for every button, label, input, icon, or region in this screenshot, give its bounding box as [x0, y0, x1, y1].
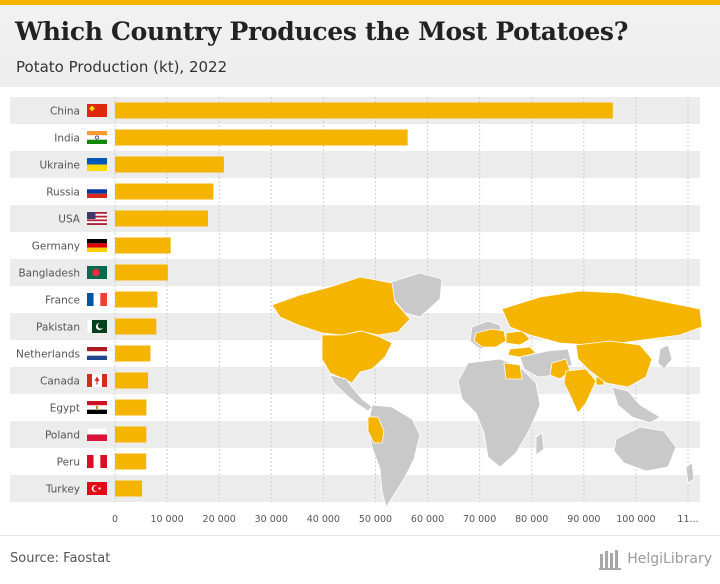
- bar: [115, 264, 168, 281]
- flag-ukraine-icon: [87, 158, 107, 171]
- bar: [115, 318, 157, 335]
- x-tick-label: 70 000: [463, 514, 496, 525]
- bar: [115, 156, 224, 173]
- x-tick-label: 50 000: [359, 514, 392, 525]
- bar: [115, 399, 147, 416]
- map-region: [329, 374, 373, 412]
- flag-china-icon: [87, 104, 107, 117]
- category-label: Germany: [32, 241, 80, 253]
- map-region: [271, 276, 411, 336]
- category-label: Pakistan: [36, 322, 80, 334]
- x-tick-label: 11...: [677, 514, 698, 525]
- category-label: Egypt: [50, 403, 80, 415]
- category-label: Netherlands: [16, 349, 80, 361]
- row-stripe: [10, 151, 700, 178]
- x-tick-label: 100 000: [616, 514, 655, 525]
- bar: [115, 291, 158, 308]
- bar: [115, 129, 408, 146]
- category-label: India: [54, 133, 80, 145]
- flag-pakistan-icon: [86, 319, 107, 334]
- category-label: Turkey: [45, 484, 80, 496]
- map-region: [501, 290, 703, 346]
- world-map-icon: [271, 272, 703, 508]
- chart-area: China India Ukraine Russia USA Germany Banglad…: [0, 87, 720, 535]
- map-region: [321, 330, 393, 384]
- chart-header: Which Country Produces the Most Potatoes…: [0, 5, 720, 87]
- brand-logo: HelgiLibrary: [599, 548, 712, 570]
- bar: [115, 183, 214, 200]
- bar: [115, 372, 149, 389]
- map-region: [473, 328, 507, 348]
- row-stripe: [10, 475, 700, 502]
- map-region: [563, 368, 597, 414]
- bar: [115, 345, 151, 362]
- chart-subtitle: Potato Production (kt), 2022: [16, 58, 228, 76]
- category-label: Bangladesh: [18, 268, 80, 280]
- row-stripe: [10, 421, 700, 448]
- category-label: Poland: [45, 430, 80, 442]
- flag-netherlands-icon: [87, 347, 107, 360]
- category-label: China: [50, 106, 80, 118]
- chart-title: Which Country Produces the Most Potatoes…: [15, 17, 629, 46]
- flag-russia-icon: [86, 184, 108, 198]
- map-region: [535, 432, 545, 456]
- flag-germany-icon: [87, 239, 107, 252]
- flag-turkey-icon: [87, 482, 107, 495]
- source-note: Source: Faostat: [10, 551, 111, 566]
- row-stripe: [10, 205, 700, 232]
- map-region: [503, 362, 523, 380]
- category-label: Canada: [40, 376, 80, 388]
- category-label: Russia: [46, 187, 80, 199]
- flag-bangladesh-icon: [87, 266, 107, 279]
- category-label: Ukraine: [39, 160, 80, 172]
- category-label: Peru: [57, 457, 80, 469]
- flag-usa-icon: [87, 212, 107, 225]
- x-tick-label: 20 000: [203, 514, 236, 525]
- bar-chart: China India Ukraine Russia USA Germany Banglad…: [10, 97, 703, 525]
- chart-footer: Source: Faostat HelgiLibrary: [0, 535, 720, 584]
- map-region: [505, 330, 531, 346]
- bar: [115, 453, 147, 470]
- flag-egypt-icon: [87, 401, 107, 414]
- bar: [115, 210, 208, 227]
- map-region: [657, 344, 673, 370]
- map-region: [685, 462, 695, 484]
- bar: [115, 237, 171, 254]
- flag-poland-icon: [86, 427, 108, 441]
- flag-india-icon: [87, 131, 107, 144]
- x-tick-label: 0: [112, 514, 118, 525]
- library-icon: [599, 550, 622, 570]
- x-tick-label: 40 000: [307, 514, 340, 525]
- accent-bar: [0, 0, 720, 5]
- x-tick-label: 60 000: [411, 514, 444, 525]
- flag-france-icon: [87, 293, 107, 306]
- map-region: [367, 416, 385, 444]
- x-tick-label: 90 000: [567, 514, 600, 525]
- bar: [115, 480, 143, 497]
- x-tick-label: 10 000: [150, 514, 183, 525]
- bar: [115, 426, 147, 443]
- x-tick-label: 80 000: [515, 514, 548, 525]
- map-region: [575, 340, 653, 388]
- category-label: USA: [58, 214, 81, 226]
- flag-canada-icon: [87, 374, 107, 387]
- category-label: France: [45, 295, 80, 307]
- map-region: [457, 358, 541, 468]
- map-region: [613, 426, 677, 472]
- x-tick-label: 30 000: [255, 514, 288, 525]
- flag-peru-icon: [87, 455, 107, 468]
- bar: [115, 102, 613, 119]
- brand-name: HelgiLibrary: [627, 551, 712, 567]
- map-region: [611, 386, 661, 424]
